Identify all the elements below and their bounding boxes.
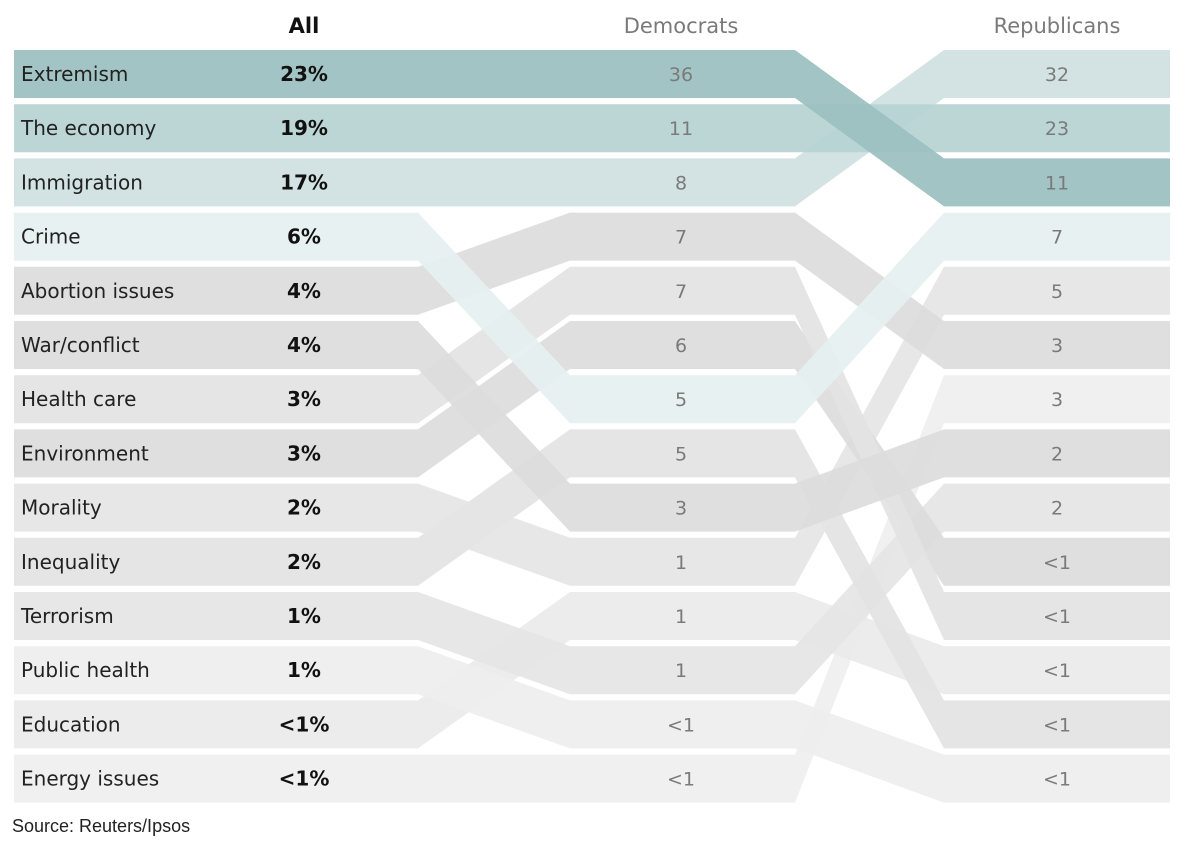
all-value: <1%: [279, 712, 330, 736]
democrats-value: 3: [675, 498, 687, 520]
democrats-value: <1: [667, 769, 695, 791]
ribbon-abortion-issues: [14, 212, 1170, 369]
ribbon-energy-issues: [14, 375, 1170, 803]
issue-label: Morality: [21, 496, 102, 520]
issue-label: Terrorism: [20, 604, 114, 628]
democrats-value: 7: [675, 281, 687, 303]
header-democrats: Democrats: [624, 14, 739, 38]
republicans-value: 3: [1051, 389, 1063, 411]
issue-label: Education: [21, 712, 121, 736]
ribbon-inequality: [14, 429, 1170, 749]
issue-label: Health care: [21, 387, 136, 411]
issue-label: Inequality: [21, 550, 120, 574]
issue-label: Abortion issues: [21, 279, 174, 303]
republicans-value: <1: [1043, 714, 1071, 736]
republicans-value: <1: [1043, 552, 1071, 574]
republicans-value: 11: [1045, 172, 1069, 194]
democrats-value: 6: [675, 335, 687, 357]
ribbon-war-conflict: [14, 321, 1170, 532]
issue-label: War/conflict: [21, 333, 140, 357]
republicans-value: 23: [1045, 118, 1069, 140]
all-value: 23%: [280, 62, 328, 86]
republicans-value: <1: [1043, 660, 1071, 682]
all-value: 4%: [287, 333, 321, 357]
all-value: 1%: [287, 658, 321, 682]
issue-label: Public health: [21, 658, 150, 682]
democrats-value: 1: [675, 606, 687, 628]
democrats-value: 1: [675, 660, 687, 682]
republicans-value: 2: [1051, 498, 1063, 520]
ribbon-the-economy: [14, 104, 1170, 153]
republicans-value: 5: [1051, 281, 1063, 303]
all-value: 6%: [287, 225, 321, 249]
all-value: 1%: [287, 604, 321, 628]
democrats-value: 11: [669, 118, 693, 140]
ribbon-environment: [14, 321, 1170, 586]
democrats-value: 5: [675, 389, 687, 411]
democrats-value: 1: [675, 552, 687, 574]
issue-label: The economy: [20, 116, 156, 140]
all-value: 2%: [287, 550, 321, 574]
issue-label: Energy issues: [21, 767, 159, 791]
democrats-value: 5: [675, 443, 687, 465]
all-value: 2%: [287, 496, 321, 520]
issue-label: Environment: [21, 441, 149, 465]
republicans-value: <1: [1043, 769, 1071, 791]
republicans-value: 7: [1051, 227, 1063, 249]
democrats-value: 7: [675, 227, 687, 249]
republicans-value: 3: [1051, 335, 1063, 357]
ribbon-public-health: [14, 646, 1170, 803]
all-value: 4%: [287, 279, 321, 303]
issue-label: Extremism: [21, 62, 128, 86]
source-note: Source: Reuters/Ipsos: [12, 816, 191, 836]
republicans-value: <1: [1043, 606, 1071, 628]
republicans-value: 32: [1045, 64, 1069, 86]
democrats-value: 36: [669, 64, 693, 86]
ribbon-morality: [14, 266, 1170, 586]
republicans-value: 2: [1051, 443, 1063, 465]
all-value: <1%: [279, 767, 330, 791]
all-value: 17%: [280, 170, 328, 194]
democrats-value: 8: [675, 172, 687, 194]
all-value: 3%: [287, 387, 321, 411]
header-republicans: Republicans: [994, 14, 1121, 38]
ribbon-terrorism: [14, 483, 1170, 695]
ribbon-health-care: [14, 266, 1170, 640]
issue-label: Immigration: [21, 170, 143, 194]
issue-label: Crime: [21, 225, 81, 249]
ribbon-immigration: [14, 50, 1170, 207]
all-value: 19%: [280, 116, 328, 140]
all-value: 3%: [287, 441, 321, 465]
ribbon-crime: [14, 212, 1170, 424]
header-all: All: [289, 14, 320, 38]
ribbon-extremism: [14, 50, 1170, 207]
democrats-value: <1: [667, 714, 695, 736]
